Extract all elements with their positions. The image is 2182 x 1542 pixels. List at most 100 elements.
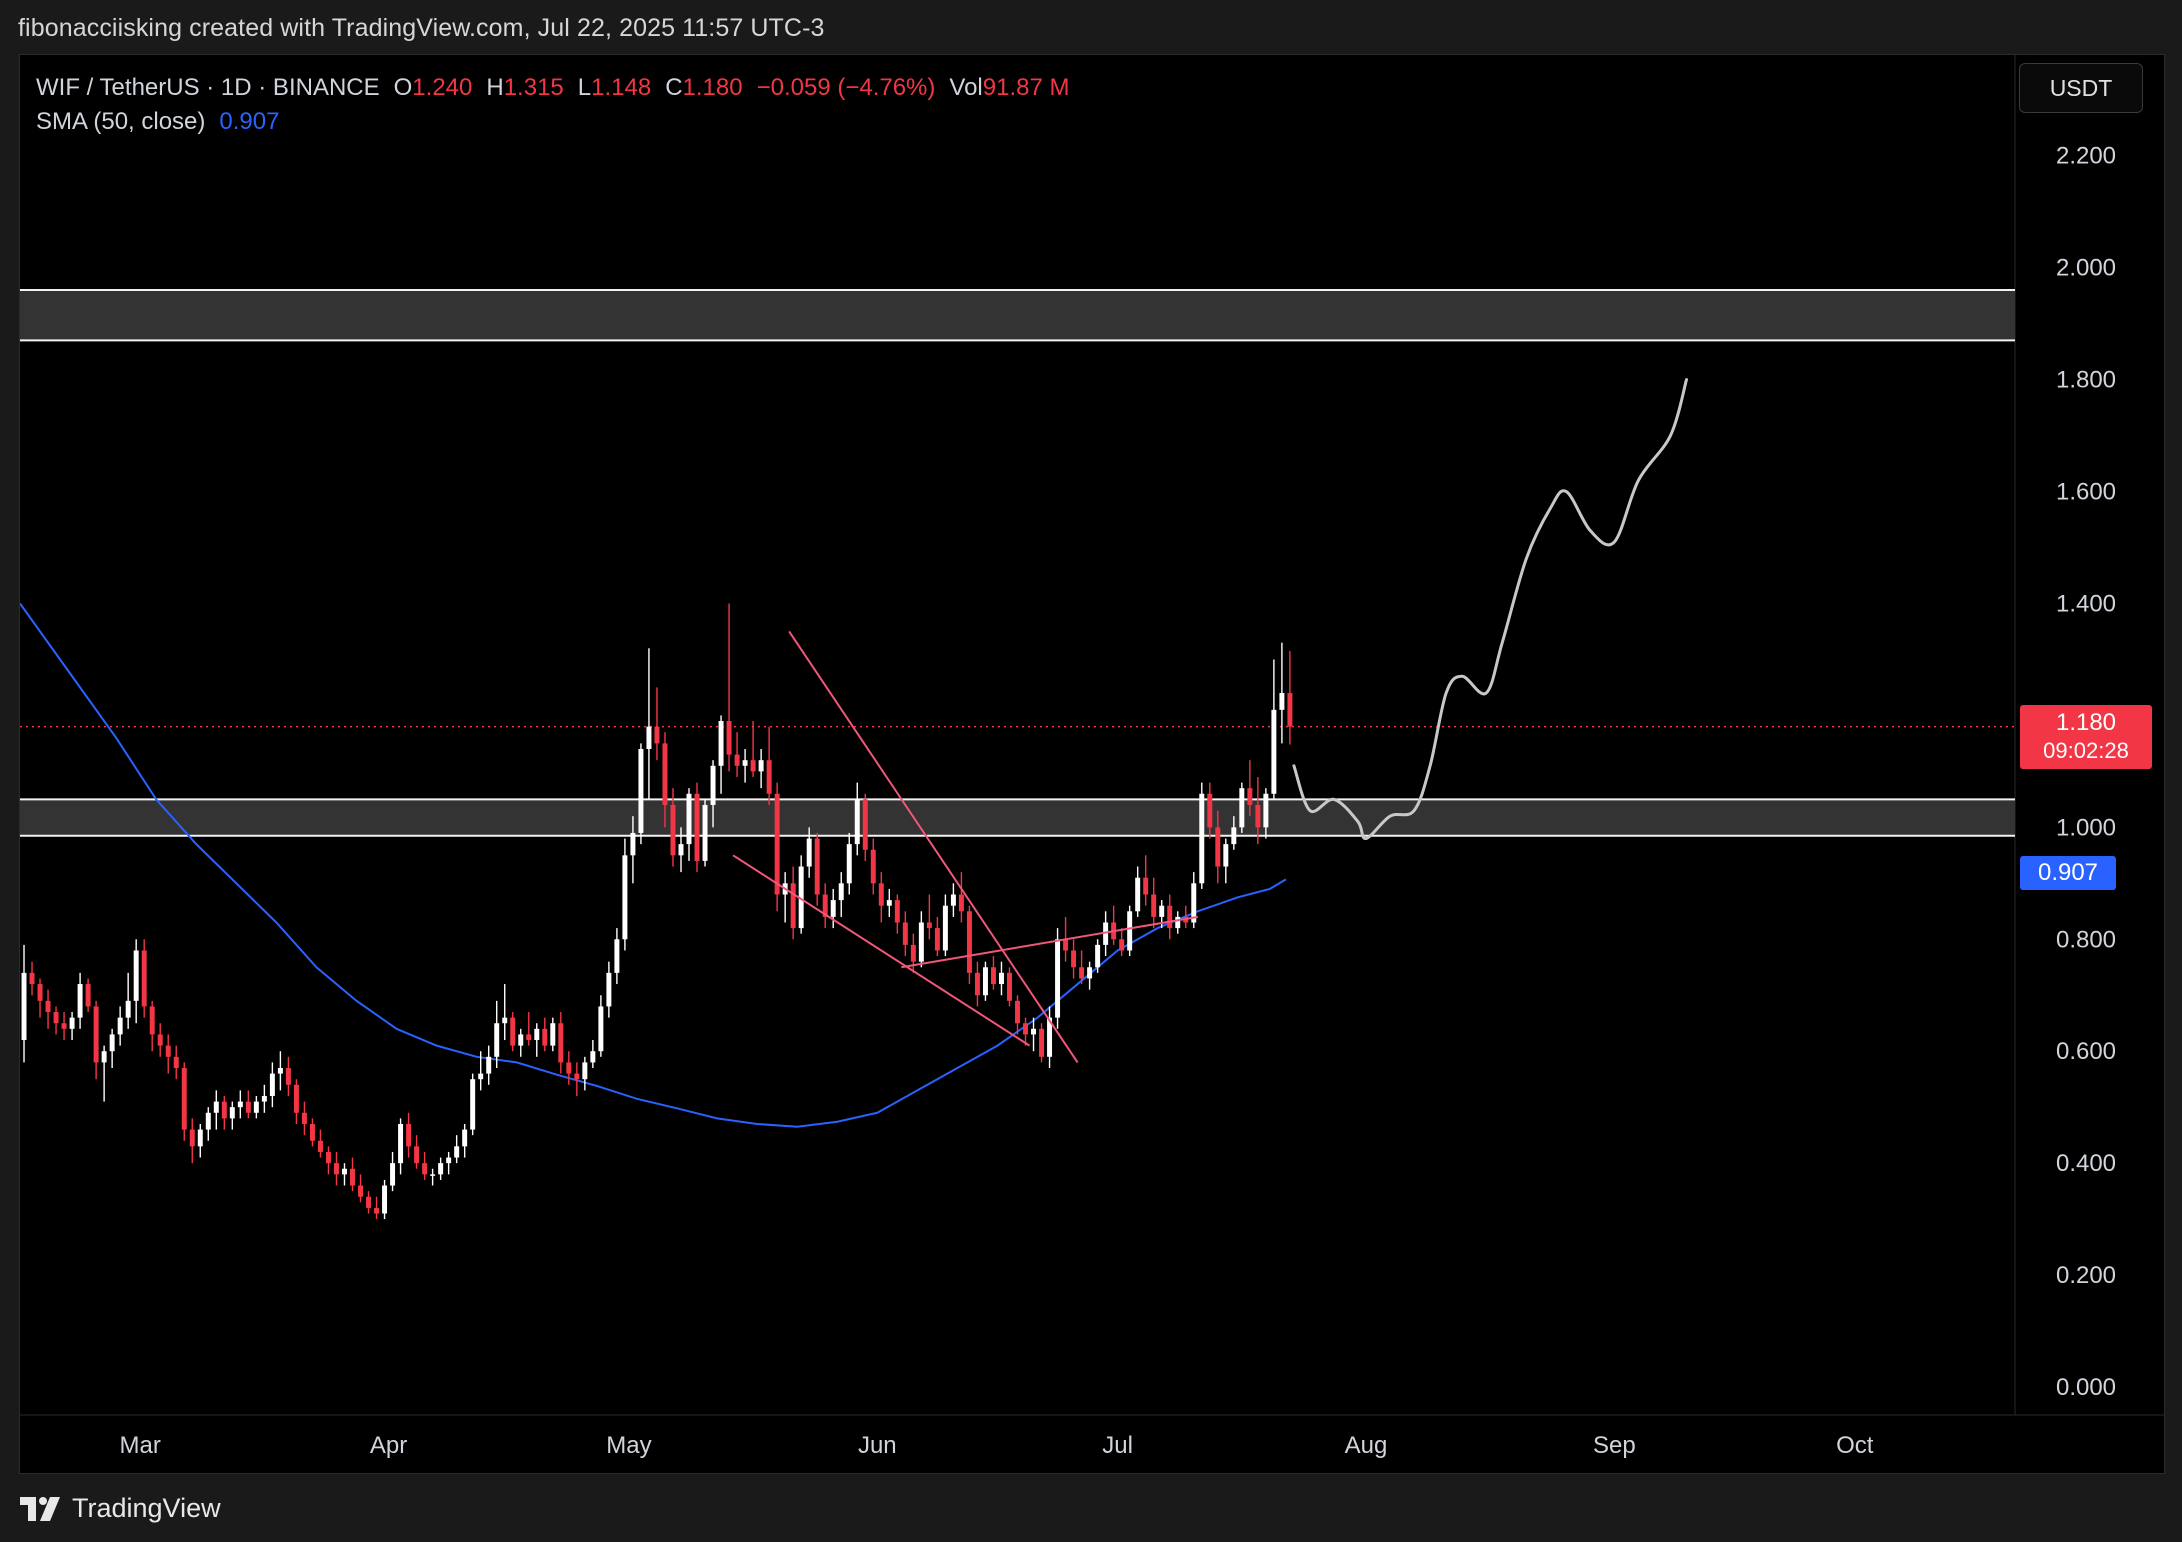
candle-2025-05-21 [790,866,796,940]
candle-body [742,760,748,766]
candle-2025-05-18 [766,726,772,805]
candle-2025-06-09 [942,894,948,957]
candle-body [854,799,860,845]
candle-body [245,1101,251,1113]
candle-2025-06-21 [1039,1023,1045,1063]
candle-body [1231,827,1237,845]
tradingview-logo[interactable]: TradingView [20,1493,221,1524]
candle-body [662,743,668,805]
candle-2025-05-10 [702,799,708,867]
candle-2025-03-29 [366,1191,372,1214]
candle-body [502,1017,508,1024]
candle-body [221,1101,227,1119]
candle-2025-06-04 [902,911,908,957]
candle-body [846,844,852,884]
candle-body [518,1034,524,1046]
price-chart[interactable]: 0.000 0.200 0.400 0.600 0.800 1.000 1.400 1.600… [20,55,2164,1473]
candle-body [133,950,139,1001]
y-tick-label: 0.400 [2056,1150,2116,1177]
candle-2025-07-18 [1255,776,1261,845]
candle-body [1151,894,1157,917]
candle-2025-07-14 [1223,838,1229,884]
candle-2025-07-21 [1279,642,1285,744]
candle-body [806,838,812,867]
candle-body [1239,788,1245,828]
candle-2025-06-11 [958,872,964,923]
candle-body [93,1006,99,1063]
candle-2025-03-01 [141,939,147,1018]
projection [1292,378,1689,841]
y-tick-label: 1.400 [2056,590,2116,617]
candle-body [630,832,636,856]
candle-body [237,1101,243,1108]
candle-body [101,1051,107,1063]
candle-2025-03-06 [181,1062,187,1141]
legend-high: 1.315 [503,74,564,101]
candle-2025-06-14 [982,961,988,1001]
candle-2025-07-01 [1119,928,1125,957]
candle-2025-05-09 [694,782,700,873]
candle-2025-03-26 [342,1163,347,1186]
candle-body [301,1112,307,1124]
candle-body [1271,709,1277,794]
x-tick-label: Aug [1345,1432,1388,1459]
chart-legend: WIF / TetherUS · 1D · BINANCE O1.240 H1.31… [36,71,1069,139]
candle-body [526,1034,532,1041]
chart-frame[interactable]: 0.000 0.200 0.400 0.600 0.800 1.000 1.400 1.600… [19,54,2165,1474]
candle-body [462,1129,468,1147]
candle-2025-04-29 [614,928,620,985]
candle-2025-03-15 [253,1095,259,1119]
candle-body [1207,793,1213,828]
candle-2025-07-11 [1199,782,1205,889]
candle-2025-03-16 [261,1084,267,1113]
candle-2025-05-31 [870,838,876,895]
candle-body [878,883,884,906]
candle-2025-04-08 [446,1151,452,1175]
candle-2025-03-14 [245,1090,251,1119]
candle-body [758,760,764,772]
y-tick-label: 1.800 [2056,367,2116,394]
candle-body [205,1112,211,1130]
candle-2025-03-02 [149,1000,155,1052]
legend-low: 1.148 [591,74,652,101]
candle-2025-06-27 [1087,961,1093,990]
legend-sma-value: 0.907 [219,108,280,135]
candle-2025-02-15 [29,961,35,996]
candle-body [998,972,1004,985]
candle-body [710,765,716,805]
candle-2025-03-13 [237,1090,243,1119]
candle-body [149,1006,155,1035]
candle-2025-05-02 [638,743,644,845]
candles [21,603,1293,1220]
legend-volume-key: Vol [949,74,983,101]
candle-body [85,984,91,1007]
candle-body [382,1185,388,1214]
candle-body [838,883,844,901]
candle-2025-07-13 [1215,810,1221,884]
candle-2025-03-07 [189,1118,195,1164]
candle-2025-02-20 [69,1012,75,1041]
candle-2025-02-27 [125,972,131,1029]
candle-body [277,1068,283,1074]
candle-body [1215,827,1221,867]
candle-2025-06-02 [886,888,892,917]
candle-body [1167,905,1173,929]
candle-body [974,972,980,996]
candle-body [438,1163,444,1175]
candle-body [342,1168,347,1175]
candle-2025-05-12 [718,715,724,794]
legend-sma-row[interactable]: SMA (50, close) 0.907 [36,105,1069,139]
currency-button[interactable]: USDT [2019,63,2143,113]
legend-symbol[interactable]: WIF / TetherUS · 1D · BINANCE [36,74,380,101]
grid [20,55,2164,1416]
x-tick-label: Apr [370,1432,407,1459]
zones [20,289,2015,837]
candle-2025-02-16 [37,978,43,1018]
candle-body [822,894,828,917]
candle-body [726,721,732,755]
candle-body [494,1023,500,1057]
candle-2025-05-11 [710,760,716,828]
x-axis: Mar Apr May Jun Jul Aug Sep Oct [120,1432,1874,1459]
last-price-badge: 1.180 09:02:28 [2020,705,2152,769]
legend-close: 1.180 [682,74,743,101]
